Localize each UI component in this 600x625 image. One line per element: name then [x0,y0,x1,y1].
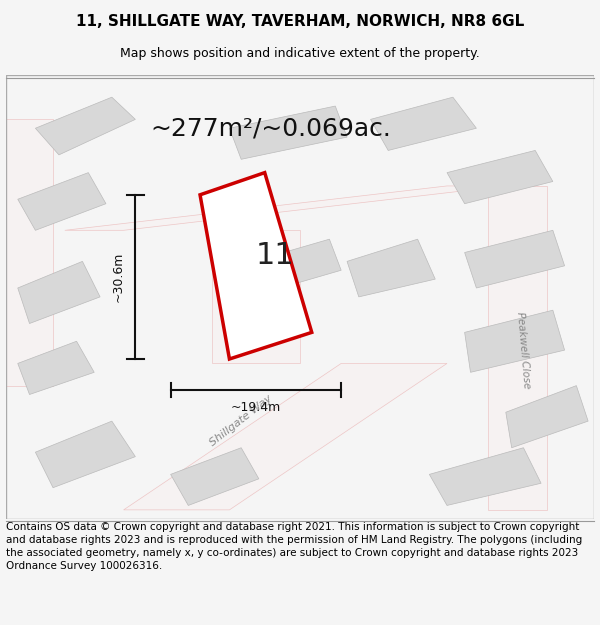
Polygon shape [18,261,100,324]
Text: Contains OS data © Crown copyright and database right 2021. This information is : Contains OS data © Crown copyright and d… [6,522,582,571]
Text: 11, SHILLGATE WAY, TAVERHAM, NORWICH, NR8 6GL: 11, SHILLGATE WAY, TAVERHAM, NORWICH, NR… [76,14,524,29]
Polygon shape [18,341,94,394]
Polygon shape [347,239,435,297]
Polygon shape [6,119,53,386]
Polygon shape [430,448,541,506]
Polygon shape [229,106,347,159]
Polygon shape [464,310,565,372]
Polygon shape [371,97,476,151]
Polygon shape [447,151,553,204]
Text: ~19.4m: ~19.4m [231,401,281,414]
Polygon shape [35,421,136,488]
Text: ~30.6m: ~30.6m [111,252,124,302]
Polygon shape [506,386,588,448]
Text: Map shows position and indicative extent of the property.: Map shows position and indicative extent… [120,48,480,61]
Polygon shape [464,230,565,288]
Text: Peakwell Close: Peakwell Close [515,311,532,389]
Polygon shape [488,186,547,510]
Polygon shape [35,97,136,155]
Polygon shape [200,173,312,359]
Text: Shillgate Way: Shillgate Way [208,394,274,449]
Polygon shape [65,186,506,230]
Polygon shape [170,448,259,506]
Polygon shape [212,230,300,363]
Polygon shape [253,239,341,292]
Text: 11: 11 [256,241,295,271]
Text: ~277m²/~0.069ac.: ~277m²/~0.069ac. [150,116,391,140]
Polygon shape [124,363,447,510]
Polygon shape [18,173,106,230]
